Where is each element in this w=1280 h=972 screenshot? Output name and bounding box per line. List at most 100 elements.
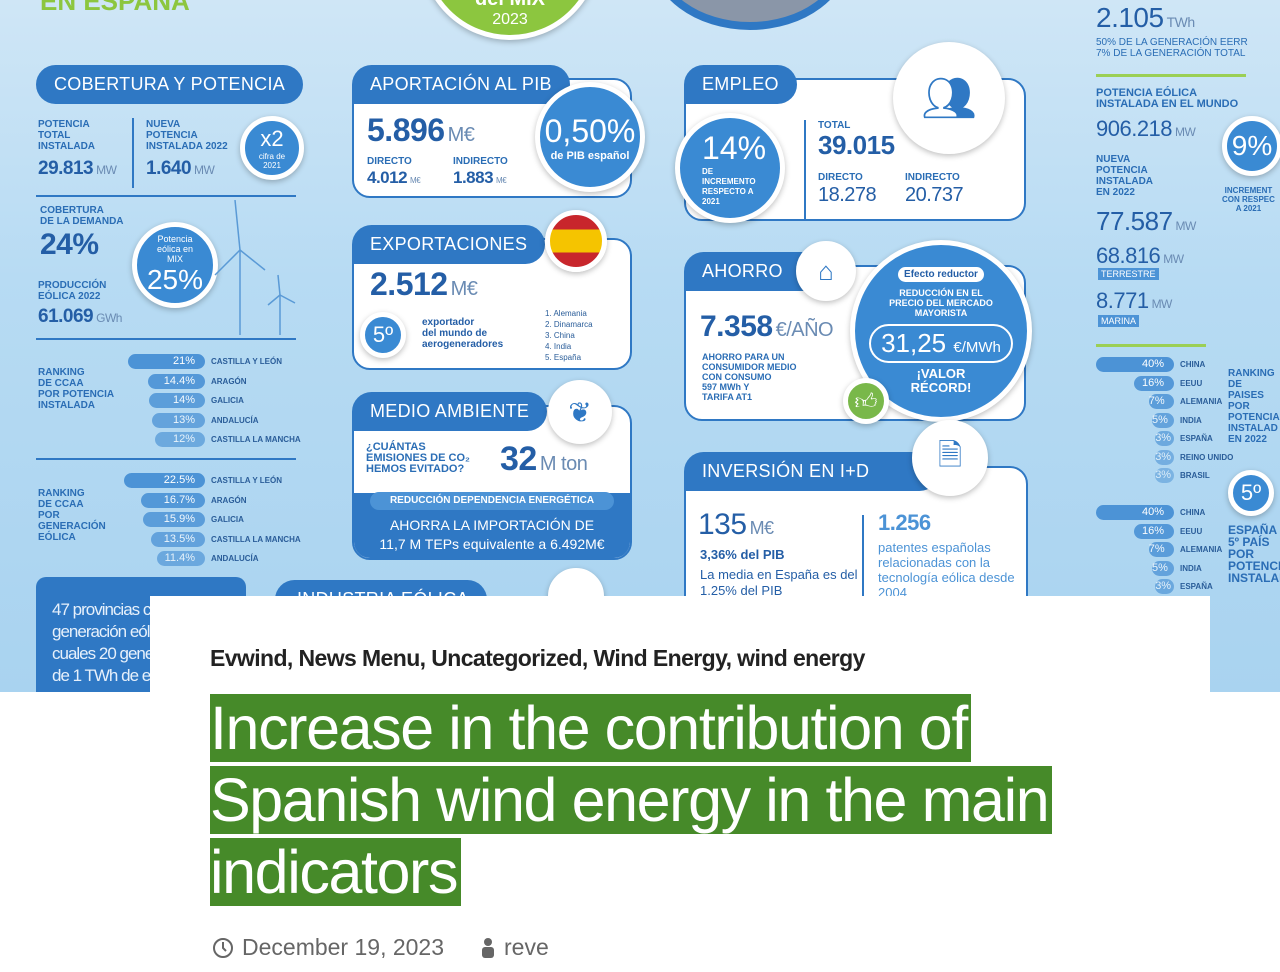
demanda-value: 24% xyxy=(40,228,99,261)
export-country: 5. España xyxy=(545,353,582,362)
ranking-bar-label: CASTILLA LA MANCHA xyxy=(211,435,301,444)
nueva-potencia-value: 1.640 MW xyxy=(146,158,215,179)
cobertura-title: COBERTURA Y POTENCIA xyxy=(36,65,304,104)
ranking-bar: 16.7% xyxy=(140,492,205,508)
ranking-bar: 5% xyxy=(1152,412,1174,428)
ranking-bar: 16% xyxy=(1134,375,1174,391)
potencia-total-label: POTENCIA TOTAL INSTALADA xyxy=(38,119,96,152)
x2-badge: x2 cifra de 2021 xyxy=(240,116,304,180)
id-title: INVERSIÓN EN I+D xyxy=(684,452,940,491)
certificate-icon: 🗎︎ xyxy=(912,420,988,496)
wind-turbine-icon xyxy=(214,200,296,335)
medio-line2: 11,7 M TEPs equivalente a 6.492M€ xyxy=(379,536,605,552)
ranking-bar: 16% xyxy=(1134,523,1174,539)
id-patentes-desc: patentes españolas relacionadas con la t… xyxy=(878,540,1015,600)
ranking-paises-label: RANKING DE PAISES POR POTENCIA INSTALAD … xyxy=(1228,368,1280,445)
pib-title: APORTACIÓN AL PIB xyxy=(352,65,570,104)
category-link[interactable]: News Menu xyxy=(298,645,421,671)
id-media: La media en España es del 1.25% del PIB xyxy=(700,567,858,598)
post-date[interactable]: December 19, 2023 xyxy=(242,934,445,960)
medio-value: 32 M ton xyxy=(500,440,588,478)
ranking-bar: 13% xyxy=(152,412,205,428)
mundo-gen-value: 2.105 TWh xyxy=(1096,2,1195,33)
category-link[interactable]: Evwind xyxy=(210,645,288,671)
ranking-potencia-label: RANKING DE CCAA POR POTENCIA INSTALADA xyxy=(38,367,115,411)
ranking-bar-label: CASTILLA LA MANCHA xyxy=(211,534,301,544)
category-link[interactable]: Uncategorized xyxy=(431,645,582,671)
mundo-gen-desc: 50% DE LA GENERACIÓN EERR 7% DE LA GENER… xyxy=(1096,37,1248,59)
spain-flag-icon xyxy=(545,210,607,272)
espana-rank: 5º xyxy=(1228,470,1274,516)
terrestre-tag: TERRESTRE xyxy=(1098,268,1159,280)
demanda-label: COBERTURA DE LA DEMANDA xyxy=(40,205,124,227)
empleo-total: 39.015 xyxy=(818,130,895,160)
infographic-header: EN ESPAÑA xyxy=(40,0,190,16)
clock-icon xyxy=(213,937,233,958)
mundo-inc: 9% xyxy=(1222,116,1280,176)
empleo-title: EMPLEO xyxy=(684,65,797,104)
ranking-bar-label: ANDALUCÍA xyxy=(211,415,259,425)
export-country-list: 1. Alemania 2. Dinamarca 3. China 4. India 5… xyxy=(545,308,593,363)
mundo-terrestre: 68.816 MW xyxy=(1096,243,1184,268)
ranking-bar: 3% xyxy=(1155,449,1174,465)
ranking-bar-label: GALICIA xyxy=(211,515,244,524)
house-bolt-icon: ⌂ xyxy=(796,241,856,301)
medio-band: REDUCCIÓN DEPENDENCIA ENERGÉTICA xyxy=(370,492,614,510)
ahorro-value: 7.358 €/AÑO xyxy=(700,310,834,343)
espana-rank-label: ESPAÑA 5º PAÍS POR POTENCIA INSTALADA xyxy=(1228,523,1280,585)
ranking-bar-label: ESPAÑA xyxy=(1180,582,1213,591)
ranking-bar: 12% xyxy=(155,432,205,447)
ranking-bar: 14% xyxy=(149,393,205,408)
ranking-bar: 40% xyxy=(1096,505,1174,520)
mundo-marina: 8.771 MW xyxy=(1096,288,1172,313)
ranking-bar: 3% xyxy=(1155,431,1174,446)
mundo-pot: 906.218 MW xyxy=(1096,116,1196,141)
post-meta: December 19, 2023 reve xyxy=(212,934,549,961)
export-rank: 5º xyxy=(360,312,406,358)
user-icon xyxy=(482,937,495,958)
ranking-bar: 40% xyxy=(1096,357,1174,372)
ranking-bar-label: INDIA xyxy=(1180,563,1202,573)
ranking-bar: 5% xyxy=(1152,560,1174,576)
export-rank-label: exportador del mundo de aerogeneradores xyxy=(422,317,504,350)
marina-tag: MARINA xyxy=(1098,315,1140,327)
ranking-bar-label: ARAGÓN xyxy=(211,376,247,386)
gray-circle xyxy=(650,0,850,30)
ranking-bar-label: CHINA xyxy=(1180,508,1206,517)
mix-circle: Potencia eólica en MIX 25% xyxy=(132,222,218,308)
export-country: 3. China xyxy=(545,331,575,340)
category-link[interactable]: wind energy xyxy=(737,645,865,671)
post-title: Increase in the contribution of Spanish … xyxy=(210,692,1140,908)
export-value: 2.512 M€ xyxy=(370,266,478,302)
ranking-bar-label: ESPAÑA xyxy=(1180,434,1213,443)
ranking-bar: 21% xyxy=(128,354,205,369)
ranking-generacion-label: RANKING DE CCAA POR GENERACIÓN EÓLICA xyxy=(38,488,106,543)
ranking-bar: 3% xyxy=(1155,579,1174,594)
thumbs-up-icon: 👍︎ xyxy=(843,378,889,424)
category-link[interactable]: Wind Energy xyxy=(593,645,727,671)
medio-question: ¿CUÁNTAS EMISIONES DE CO₂ HEMOS EVITADO? xyxy=(366,441,470,475)
ranking-bar: 13.5% xyxy=(150,531,205,547)
ahorro-desc: AHORRO PARA UN CONSUMIDOR MEDIO CON CONS… xyxy=(702,352,797,402)
pib-directo-label: DIRECTO xyxy=(367,156,412,167)
id-patentes: 1.256 xyxy=(878,510,931,535)
mundo-inc-label: INCREMENT CON RESPEC A 2021 xyxy=(1222,186,1275,213)
ranking-bar-label: ALEMANIA xyxy=(1180,545,1223,554)
pib-directo: 4.012 M€ xyxy=(367,168,421,187)
pib-total: 5.896 M€ xyxy=(367,112,475,148)
people-icon: 👥︎ xyxy=(893,42,1005,154)
empleo-pct-circle: 14% DE INCREMENTO RESPECTO A 2021 xyxy=(675,113,785,223)
empleo-indirecto-label: INDIRECTO xyxy=(905,172,960,183)
ranking-bar-label: ANDALUCÍA xyxy=(211,554,259,563)
ranking-bar: 22.5% xyxy=(123,473,205,488)
ranking-bar: 3% xyxy=(1155,468,1174,483)
post-author[interactable]: reve xyxy=(504,934,549,960)
medio-title: MEDIO AMBIENTE xyxy=(352,392,548,431)
ranking-bar: 11.4% xyxy=(156,551,205,566)
ranking-bar-label: CASTILLA Y LEÓN xyxy=(211,357,282,366)
empleo-total-label: TOTAL xyxy=(818,120,851,131)
ranking-bar-label: BRASIL xyxy=(1180,471,1210,480)
pib-indirecto: 1.883 M€ xyxy=(453,168,507,187)
produccion-value: 61.069 GWh xyxy=(38,306,122,327)
mundo-nueva-label: NUEVA POTENCIA INSTALADA EN 2022 xyxy=(1096,154,1154,198)
